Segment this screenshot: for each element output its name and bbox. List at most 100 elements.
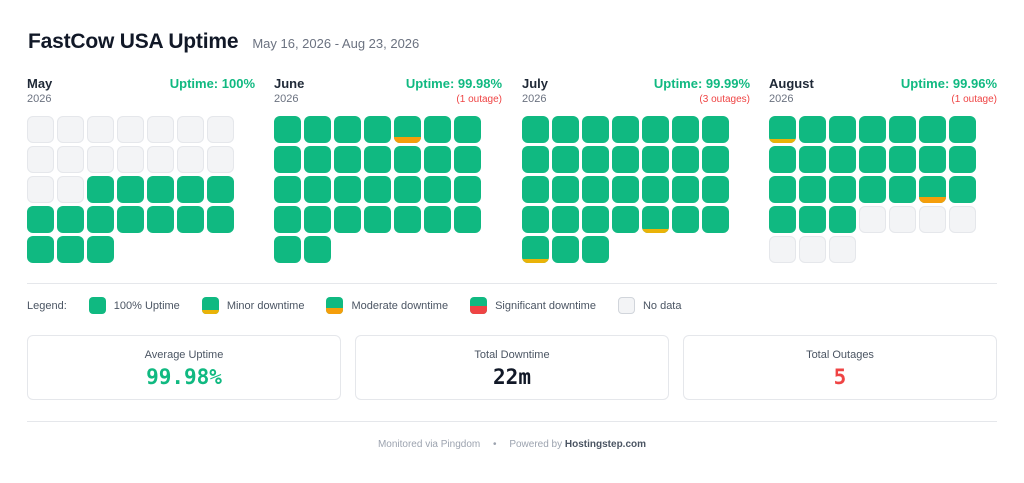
day-cell[interactable] — [117, 176, 144, 203]
day-cell[interactable] — [829, 116, 856, 143]
day-cell[interactable] — [552, 236, 579, 263]
day-cell[interactable] — [612, 206, 639, 233]
day-cell[interactable] — [769, 206, 796, 233]
day-cell[interactable] — [454, 206, 481, 233]
day-cell[interactable] — [889, 116, 916, 143]
day-cell[interactable] — [454, 116, 481, 143]
day-cell[interactable] — [859, 146, 886, 173]
day-cell[interactable] — [702, 206, 729, 233]
day-cell[interactable] — [147, 206, 174, 233]
day-cell[interactable] — [117, 146, 144, 173]
day-cell[interactable] — [582, 206, 609, 233]
day-cell[interactable] — [642, 176, 669, 203]
day-cell[interactable] — [454, 176, 481, 203]
day-cell[interactable] — [57, 146, 84, 173]
day-cell[interactable] — [334, 176, 361, 203]
day-cell[interactable] — [394, 206, 421, 233]
day-cell[interactable] — [207, 206, 234, 233]
day-cell[interactable] — [859, 116, 886, 143]
day-cell[interactable] — [304, 206, 331, 233]
day-cell[interactable] — [334, 116, 361, 143]
day-cell[interactable] — [582, 146, 609, 173]
day-cell[interactable] — [274, 116, 301, 143]
day-cell[interactable] — [364, 206, 391, 233]
day-cell[interactable] — [274, 236, 301, 263]
day-cell[interactable] — [87, 176, 114, 203]
day-cell[interactable] — [522, 116, 549, 143]
day-cell[interactable] — [177, 146, 204, 173]
day-cell[interactable] — [147, 116, 174, 143]
day-cell[interactable] — [87, 236, 114, 263]
day-cell[interactable] — [364, 146, 391, 173]
day-cell[interactable] — [207, 146, 234, 173]
day-cell[interactable] — [702, 146, 729, 173]
day-cell[interactable] — [949, 146, 976, 173]
day-cell[interactable] — [27, 206, 54, 233]
day-cell[interactable] — [859, 206, 886, 233]
day-cell[interactable] — [304, 236, 331, 263]
day-cell[interactable] — [27, 176, 54, 203]
day-cell[interactable] — [274, 176, 301, 203]
day-cell[interactable] — [582, 236, 609, 263]
day-cell[interactable] — [612, 116, 639, 143]
day-cell[interactable] — [87, 116, 114, 143]
day-cell[interactable] — [612, 146, 639, 173]
day-cell[interactable] — [454, 146, 481, 173]
day-cell[interactable] — [799, 146, 826, 173]
day-cell[interactable] — [642, 116, 669, 143]
day-cell[interactable] — [27, 146, 54, 173]
day-cell[interactable] — [949, 116, 976, 143]
day-cell[interactable] — [582, 116, 609, 143]
day-cell[interactable] — [949, 176, 976, 203]
day-cell[interactable] — [394, 116, 421, 143]
day-cell[interactable] — [799, 176, 826, 203]
day-cell[interactable] — [522, 176, 549, 203]
day-cell[interactable] — [364, 116, 391, 143]
brand-link[interactable]: Hostingstep.com — [564, 439, 647, 450]
day-cell[interactable] — [799, 206, 826, 233]
day-cell[interactable] — [769, 116, 796, 143]
day-cell[interactable] — [642, 146, 669, 173]
day-cell[interactable] — [522, 206, 549, 233]
day-cell[interactable] — [57, 176, 84, 203]
day-cell[interactable] — [889, 206, 916, 233]
day-cell[interactable] — [552, 146, 579, 173]
day-cell[interactable] — [582, 176, 609, 203]
day-cell[interactable] — [147, 146, 174, 173]
day-cell[interactable] — [117, 206, 144, 233]
day-cell[interactable] — [919, 146, 946, 173]
day-cell[interactable] — [829, 236, 856, 263]
day-cell[interactable] — [424, 206, 451, 233]
day-cell[interactable] — [57, 236, 84, 263]
day-cell[interactable] — [274, 206, 301, 233]
day-cell[interactable] — [552, 206, 579, 233]
day-cell[interactable] — [672, 176, 699, 203]
day-cell[interactable] — [177, 116, 204, 143]
day-cell[interactable] — [702, 116, 729, 143]
day-cell[interactable] — [769, 176, 796, 203]
day-cell[interactable] — [27, 116, 54, 143]
day-cell[interactable] — [394, 176, 421, 203]
day-cell[interactable] — [829, 176, 856, 203]
day-cell[interactable] — [799, 236, 826, 263]
day-cell[interactable] — [552, 176, 579, 203]
day-cell[interactable] — [57, 206, 84, 233]
day-cell[interactable] — [769, 146, 796, 173]
day-cell[interactable] — [799, 116, 826, 143]
day-cell[interactable] — [207, 176, 234, 203]
day-cell[interactable] — [394, 146, 421, 173]
day-cell[interactable] — [552, 116, 579, 143]
day-cell[interactable] — [57, 116, 84, 143]
day-cell[interactable] — [147, 176, 174, 203]
day-cell[interactable] — [672, 146, 699, 173]
day-cell[interactable] — [522, 236, 549, 263]
day-cell[interactable] — [672, 206, 699, 233]
day-cell[interactable] — [424, 176, 451, 203]
day-cell[interactable] — [177, 176, 204, 203]
day-cell[interactable] — [919, 206, 946, 233]
day-cell[interactable] — [522, 146, 549, 173]
day-cell[interactable] — [87, 206, 114, 233]
day-cell[interactable] — [87, 146, 114, 173]
day-cell[interactable] — [304, 146, 331, 173]
day-cell[interactable] — [672, 116, 699, 143]
